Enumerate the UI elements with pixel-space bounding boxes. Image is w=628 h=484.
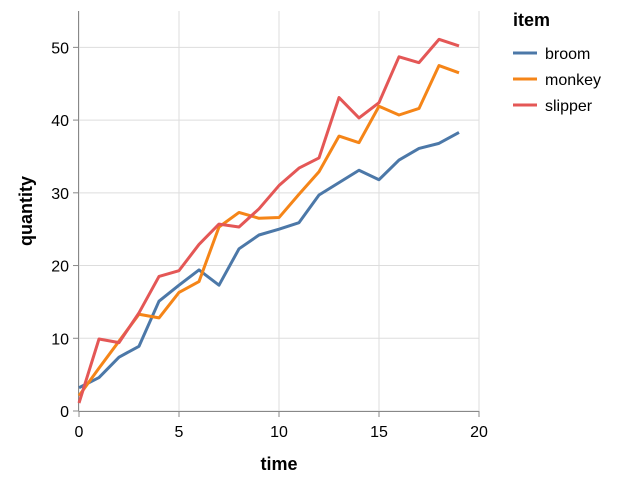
x-axis-title: time <box>260 454 297 474</box>
y-tick-label: 30 <box>51 186 69 203</box>
legend-label-slipper: slipper <box>545 98 593 115</box>
x-tick-label: 10 <box>270 424 288 441</box>
series-line-monkey <box>77 64 460 397</box>
y-tick-label: 20 <box>51 259 69 276</box>
series-line-broom <box>78 131 460 390</box>
series-line-slipper <box>77 37 460 404</box>
legend-items: broom monkey slipper <box>513 46 601 115</box>
x-tick-label: 20 <box>470 424 488 441</box>
x-tick-label: 0 <box>75 424 84 441</box>
x-tick-label: 15 <box>370 424 388 441</box>
legend: item broom monkey slipper <box>513 10 601 115</box>
grid <box>78 11 480 412</box>
x-tick-label: 5 <box>175 424 184 441</box>
y-tick-label: 50 <box>51 40 69 57</box>
axes: 0 5 10 15 20 0 10 20 30 40 50 <box>51 11 488 441</box>
legend-label-broom: broom <box>545 46 590 63</box>
legend-label-monkey: monkey <box>545 72 601 89</box>
y-tick-label: 0 <box>60 404 69 421</box>
series-lines <box>77 37 460 404</box>
y-tick-label: 10 <box>51 331 69 348</box>
legend-title: item <box>513 10 550 30</box>
y-axis-title: quantity <box>16 176 36 246</box>
y-tick-label: 40 <box>51 113 69 130</box>
